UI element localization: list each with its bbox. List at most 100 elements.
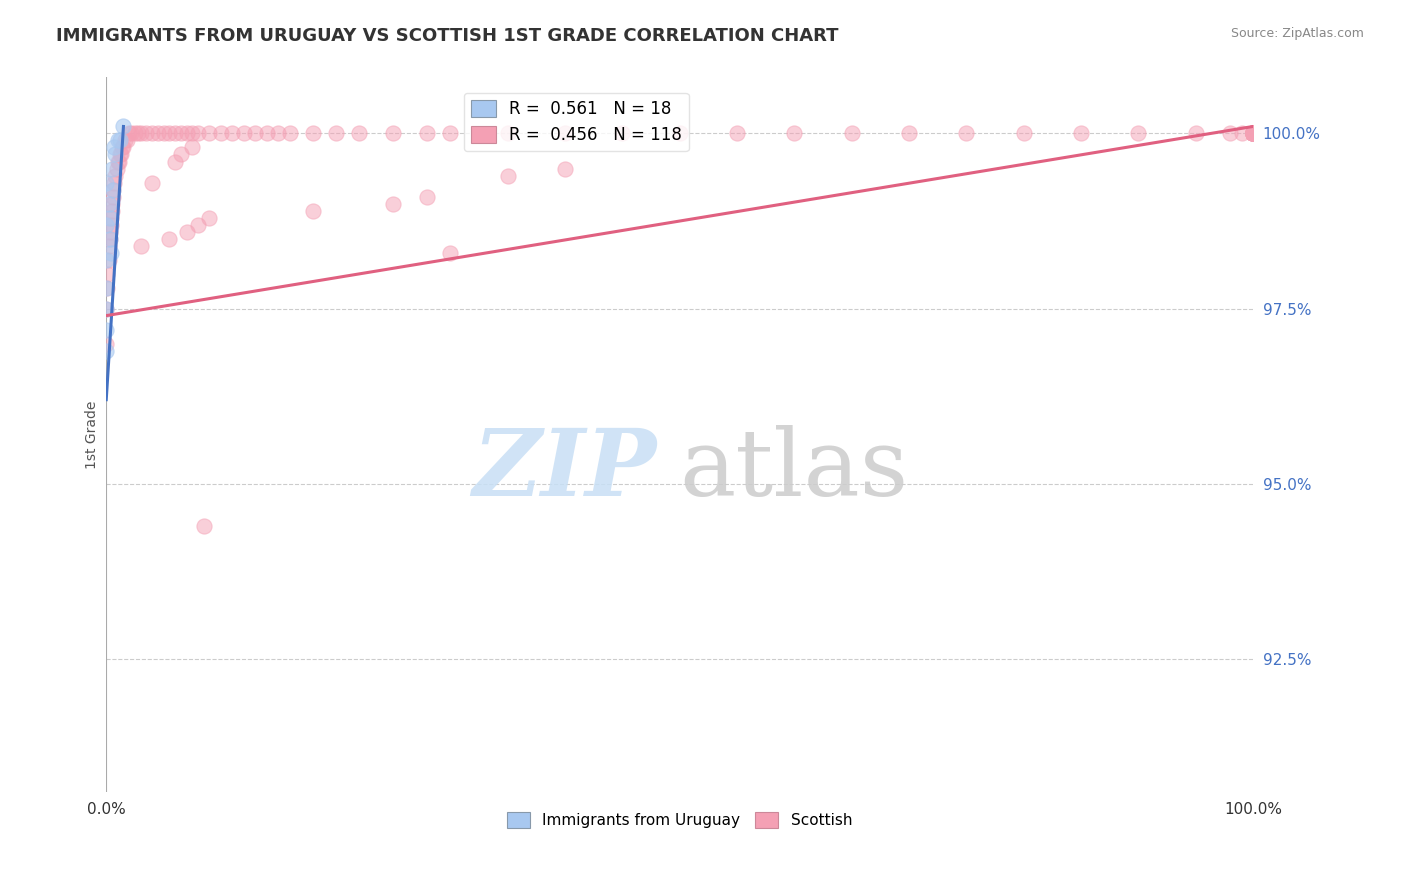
Point — [112, 120, 135, 134]
Point — [118, 127, 141, 141]
Point — [96, 336, 118, 351]
Point — [221, 127, 243, 141]
Point — [181, 127, 204, 141]
Point — [1241, 127, 1264, 141]
Point — [416, 127, 439, 141]
Point — [1241, 127, 1264, 141]
Point — [135, 127, 157, 141]
Legend: Immigrants from Uruguay, Scottish: Immigrants from Uruguay, Scottish — [501, 806, 858, 834]
Text: IMMIGRANTS FROM URUGUAY VS SCOTTISH 1ST GRADE CORRELATION CHART: IMMIGRANTS FROM URUGUAY VS SCOTTISH 1ST … — [56, 27, 839, 45]
Point — [104, 169, 127, 183]
Point — [1184, 127, 1206, 141]
Point — [1241, 127, 1264, 141]
Point — [152, 127, 174, 141]
Point — [1230, 127, 1253, 141]
Point — [165, 154, 187, 169]
Point — [1241, 127, 1264, 141]
Point — [1241, 127, 1264, 141]
Point — [1241, 127, 1264, 141]
Point — [98, 211, 121, 225]
Point — [107, 154, 129, 169]
Point — [96, 323, 118, 337]
Point — [114, 133, 136, 147]
Point — [129, 238, 152, 252]
Point — [301, 203, 323, 218]
Point — [1241, 127, 1264, 141]
Point — [1241, 127, 1264, 141]
Point — [181, 140, 204, 154]
Point — [725, 127, 748, 141]
Point — [146, 127, 169, 141]
Point — [955, 127, 977, 141]
Point — [439, 127, 461, 141]
Point — [1241, 127, 1264, 141]
Point — [129, 127, 152, 141]
Point — [157, 231, 180, 245]
Point — [141, 127, 163, 141]
Point — [1241, 127, 1264, 141]
Point — [612, 127, 634, 141]
Point — [101, 203, 124, 218]
Point — [232, 127, 254, 141]
Y-axis label: 1st Grade: 1st Grade — [86, 401, 100, 469]
Point — [108, 147, 131, 161]
Point — [1241, 127, 1264, 141]
Point — [1219, 127, 1241, 141]
Point — [381, 127, 404, 141]
Point — [96, 301, 118, 316]
Point — [198, 211, 221, 225]
Text: ZIP: ZIP — [472, 425, 657, 516]
Point — [103, 176, 125, 190]
Text: atlas: atlas — [679, 425, 908, 516]
Point — [325, 127, 347, 141]
Point — [496, 169, 519, 183]
Point — [783, 127, 806, 141]
Point — [101, 161, 124, 176]
Point — [97, 238, 120, 252]
Point — [1241, 127, 1264, 141]
Point — [115, 133, 138, 147]
Point — [1241, 127, 1264, 141]
Point — [416, 189, 439, 203]
Point — [100, 218, 122, 232]
Point — [157, 127, 180, 141]
Point — [105, 161, 128, 176]
Point — [127, 127, 149, 141]
Point — [1241, 127, 1264, 141]
Point — [1241, 127, 1264, 141]
Point — [256, 127, 278, 141]
Point — [1128, 127, 1150, 141]
Point — [1012, 127, 1035, 141]
Point — [110, 147, 132, 161]
Point — [176, 225, 198, 239]
Point — [496, 127, 519, 141]
Point — [170, 127, 193, 141]
Point — [554, 161, 576, 176]
Point — [1241, 127, 1264, 141]
Point — [187, 218, 209, 232]
Point — [104, 147, 127, 161]
Point — [347, 127, 370, 141]
Point — [301, 127, 323, 141]
Point — [1241, 127, 1264, 141]
Point — [176, 127, 198, 141]
Point — [96, 218, 118, 232]
Point — [112, 140, 135, 154]
Point — [1070, 127, 1092, 141]
Point — [1241, 127, 1264, 141]
Point — [96, 280, 118, 294]
Point — [554, 127, 576, 141]
Point — [97, 196, 120, 211]
Point — [1241, 127, 1264, 141]
Point — [1241, 127, 1264, 141]
Text: Source: ZipAtlas.com: Source: ZipAtlas.com — [1230, 27, 1364, 40]
Point — [96, 280, 118, 294]
Point — [107, 133, 129, 147]
Point — [1241, 127, 1264, 141]
Point — [278, 127, 301, 141]
Point — [96, 252, 118, 267]
Point — [98, 231, 121, 245]
Point — [108, 154, 131, 169]
Point — [141, 176, 163, 190]
Point — [96, 343, 118, 358]
